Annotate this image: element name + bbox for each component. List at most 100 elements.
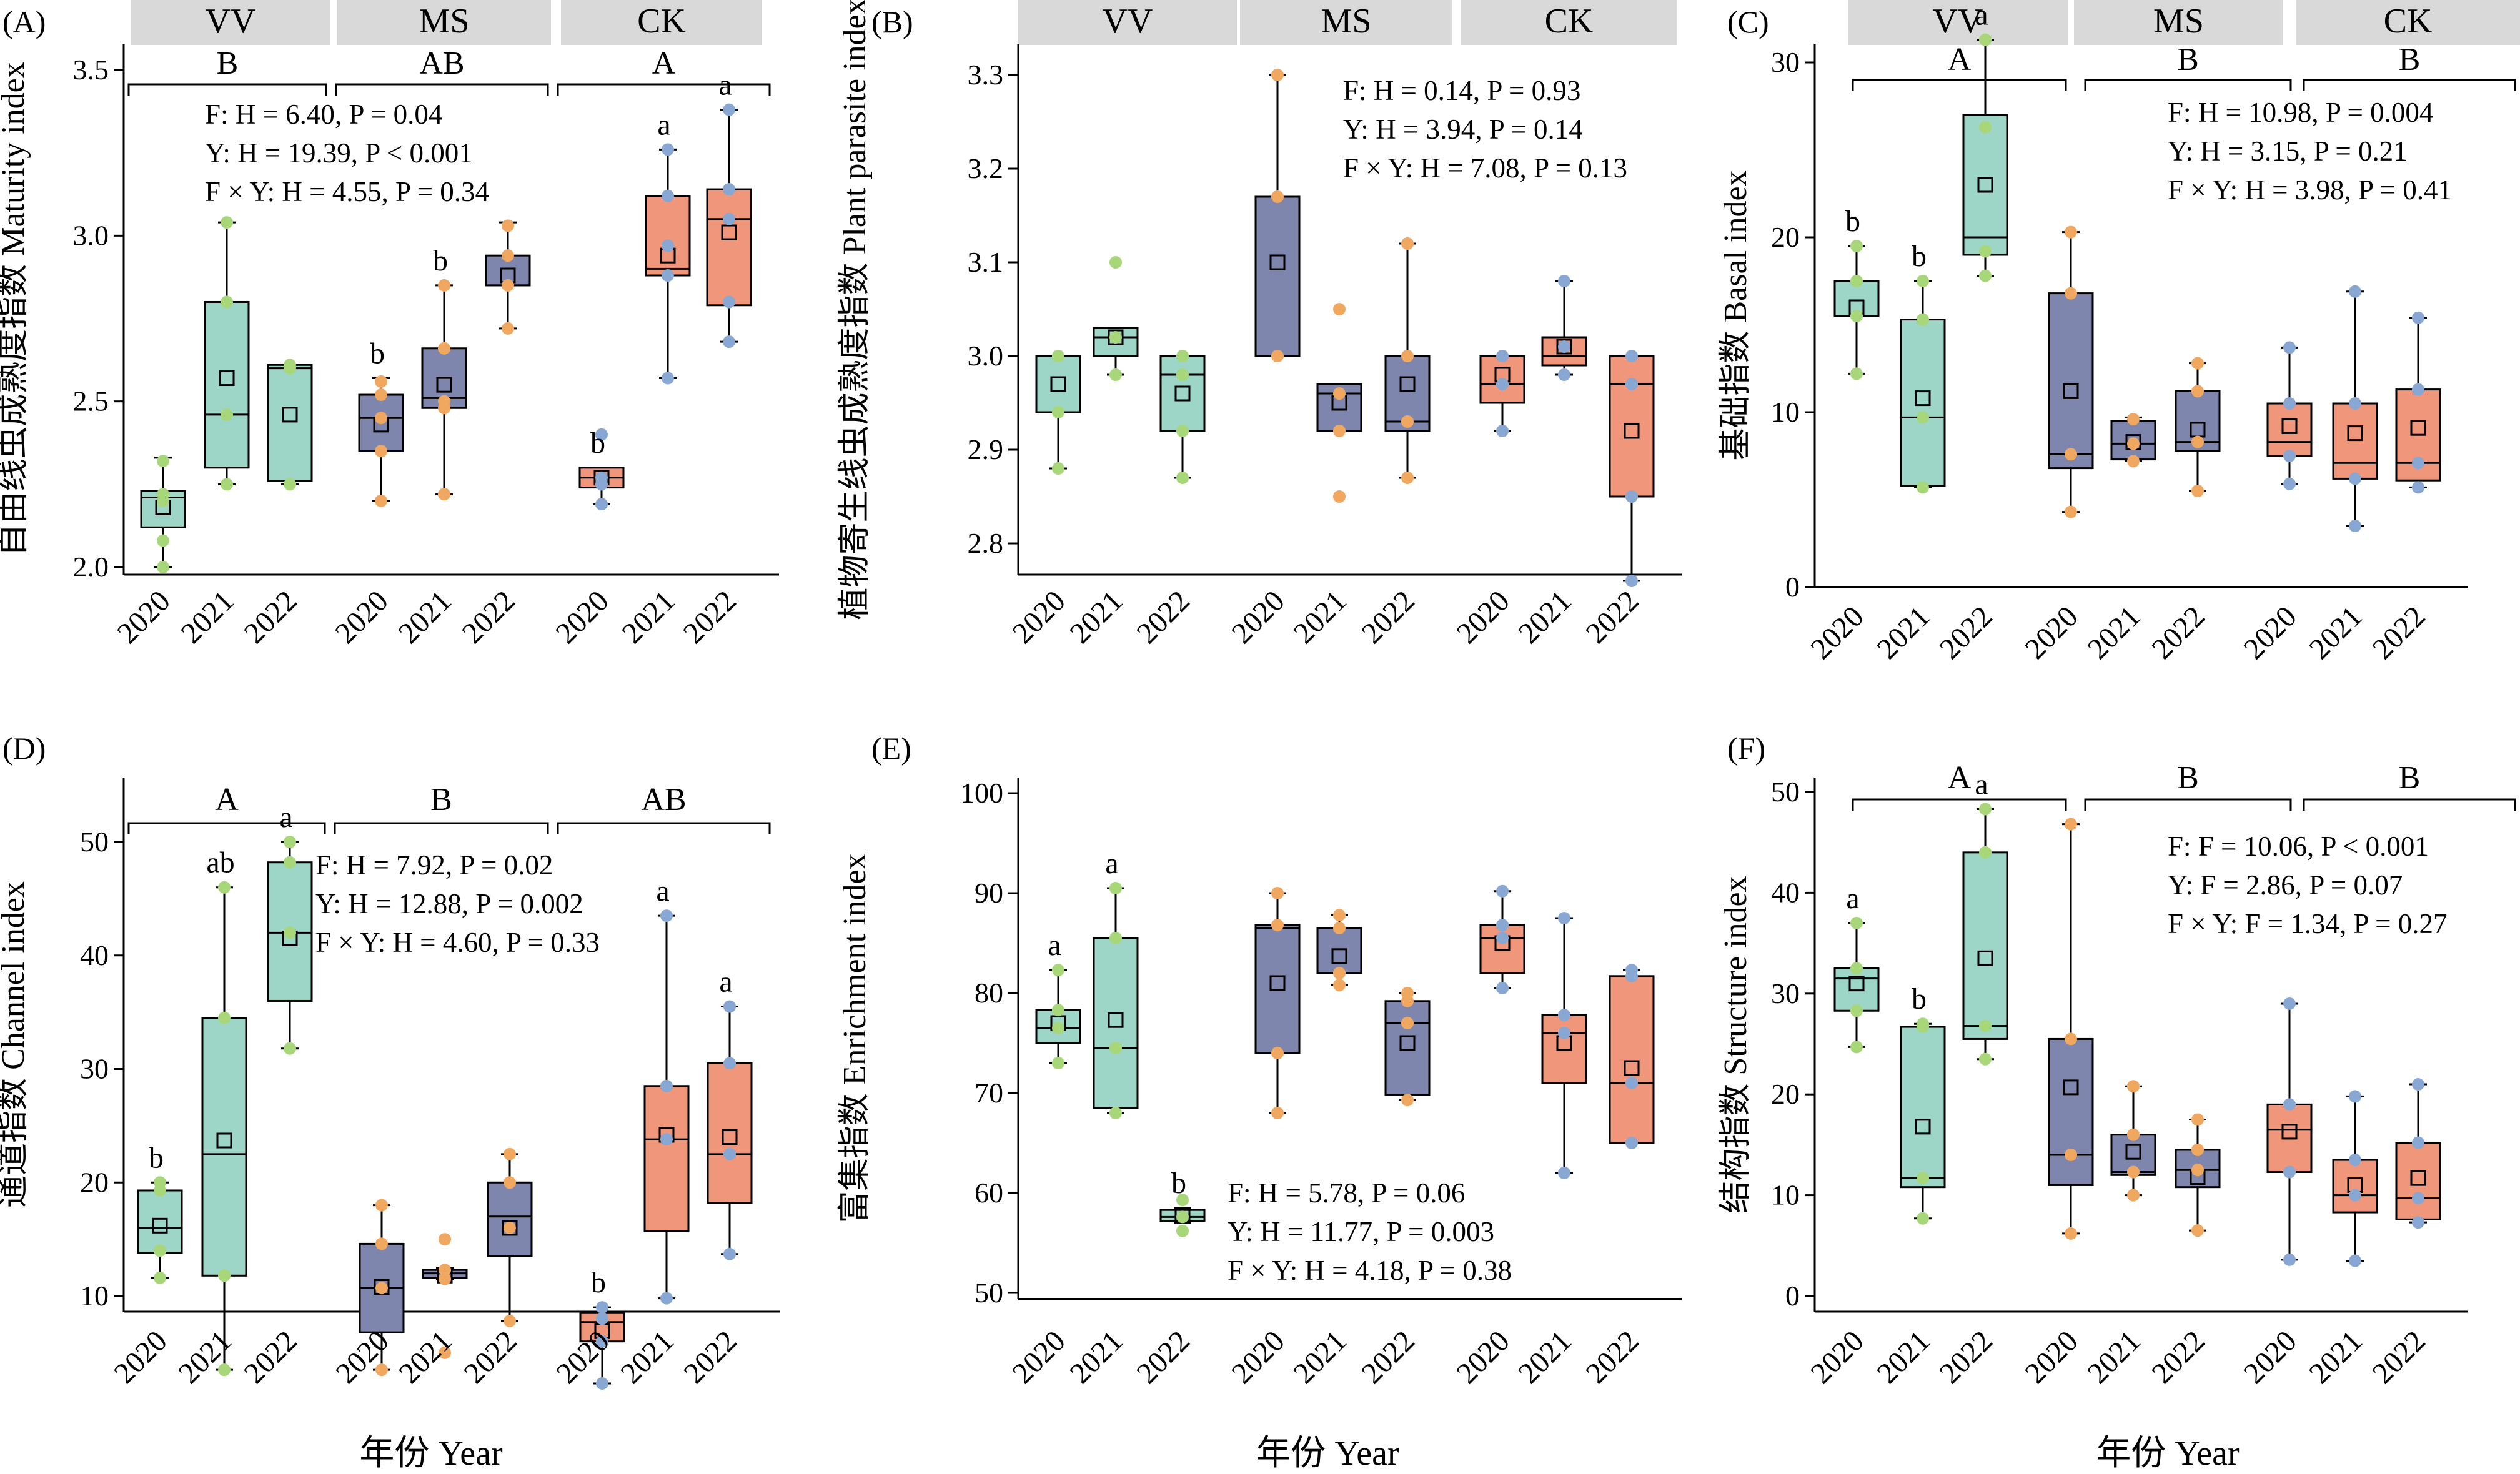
box-letter: a — [718, 69, 732, 102]
data-point — [1271, 1047, 1284, 1059]
panel-label: (F) — [1727, 731, 1765, 766]
box-ms-2020 — [1254, 69, 1301, 362]
x-tick-label: 2022 — [1130, 1324, 1196, 1390]
x-tick-label: 2020 — [2018, 1324, 2084, 1390]
data-point — [2412, 457, 2424, 470]
data-point — [502, 219, 514, 232]
data-point — [1979, 1052, 1992, 1066]
panel-3: (C) VV MS CK A B B 0 10 20 30 基础指数 Basal index b 2020… — [1718, 0, 2520, 666]
data-point — [1558, 1167, 1570, 1179]
box-vv-2020: a — [1035, 929, 1081, 1069]
y-tick-label: 30 — [1771, 46, 1800, 78]
strip-ck — [1461, 0, 1677, 45]
data-point — [723, 183, 735, 196]
data-point — [1625, 350, 1638, 362]
box-letter: b — [433, 244, 448, 277]
panel-label: (B) — [871, 4, 913, 39]
box-ck-2020 — [1479, 350, 1525, 437]
data-point — [438, 488, 450, 501]
data-point — [1109, 882, 1122, 894]
x-tick-label: 2020 — [1450, 1324, 1515, 1390]
box-vv-2020 — [140, 455, 186, 573]
box-letter: b — [591, 1266, 606, 1299]
data-point — [2127, 437, 2140, 450]
x-tick-label: 2020 — [329, 1324, 395, 1390]
data-point — [1052, 1057, 1064, 1069]
x-tick-label: 2022 — [677, 584, 742, 650]
data-point — [2191, 385, 2204, 398]
data-point — [1625, 490, 1638, 503]
box-body — [1900, 1026, 1946, 1189]
data-point — [1558, 1027, 1570, 1039]
box-ck-2022 — [1609, 964, 1655, 1149]
y-tick-label: 40 — [1771, 876, 1800, 908]
data-point — [1979, 245, 1992, 258]
group-bracket — [557, 822, 771, 834]
data-point — [2349, 397, 2361, 410]
x-tick-label: 2020 — [1006, 1324, 1071, 1390]
group-letter: B — [430, 782, 452, 818]
x-tick-label: 2022 — [2366, 1324, 2431, 1390]
panel-label: (D) — [2, 731, 46, 766]
y-tick-label: 0 — [1785, 571, 1800, 603]
data-point — [2412, 1192, 2424, 1205]
y-tick-label: 50 — [1771, 776, 1800, 808]
data-point — [2412, 1078, 2424, 1091]
data-point — [157, 561, 169, 573]
box-letter: b — [149, 1141, 164, 1174]
box-ck-2021 — [2332, 285, 2378, 532]
y-tick-label: 50 — [80, 826, 109, 858]
data-point — [218, 1011, 231, 1024]
panel-2: (B) VV MS CK 2.8 2.9 3.0 3.1 3.2 3.3 植物寄生线虫成熟度指数 P… — [837, 0, 1682, 650]
x-tick-label: 2021 — [1512, 1324, 1577, 1390]
data-point — [2349, 1154, 2361, 1167]
box-body — [2332, 402, 2378, 480]
box-letter: b — [590, 427, 605, 460]
box-ck-2020: b — [578, 427, 625, 511]
data-point — [1850, 916, 1863, 929]
data-point — [1979, 269, 1992, 282]
data-point — [1917, 411, 1929, 424]
x-tick-label: 2020 — [549, 584, 615, 650]
data-point — [596, 1312, 608, 1325]
group-bracket — [127, 822, 326, 834]
strip-label-vv: VV — [1103, 2, 1153, 41]
strip-vv — [131, 0, 330, 45]
data-point — [157, 455, 169, 468]
data-point — [1271, 69, 1284, 81]
data-point — [284, 1042, 296, 1055]
data-point — [1333, 967, 1346, 979]
strip-label-ms: MS — [2153, 2, 2204, 41]
mean-marker — [436, 377, 452, 393]
y-tick-label: 3.3 — [968, 59, 1004, 91]
box-body — [1900, 319, 1946, 487]
data-point — [1333, 425, 1346, 437]
x-tick-label: 2021 — [2081, 600, 2146, 665]
data-point — [218, 1269, 231, 1282]
data-point — [1176, 1224, 1189, 1237]
data-point — [2412, 1216, 2424, 1229]
strip-ck — [561, 0, 762, 45]
data-point — [1271, 919, 1284, 932]
x-tick-label: 2021 — [615, 584, 681, 650]
box-vv-2021: b — [1900, 240, 1946, 494]
data-point — [596, 1335, 608, 1348]
box-ms-2020 — [1254, 887, 1301, 1119]
data-point — [1271, 887, 1284, 899]
x-tick-label: 2022 — [237, 584, 303, 650]
box-letter: a — [1975, 768, 1988, 801]
box-body — [267, 364, 313, 482]
box-vv-2020 — [1035, 350, 1081, 475]
mean-marker — [2281, 418, 2298, 434]
data-point — [1850, 275, 1863, 287]
box-vv-2022: a — [267, 801, 313, 1055]
data-point — [1333, 490, 1346, 503]
data-point — [375, 412, 387, 425]
data-point — [1333, 303, 1346, 315]
box-ck-2021: a — [643, 874, 690, 1305]
data-point — [2127, 455, 2140, 468]
data-point — [595, 498, 608, 511]
mean-marker — [1915, 390, 1931, 407]
strip-vv — [1848, 0, 2068, 45]
box-body — [645, 195, 691, 277]
